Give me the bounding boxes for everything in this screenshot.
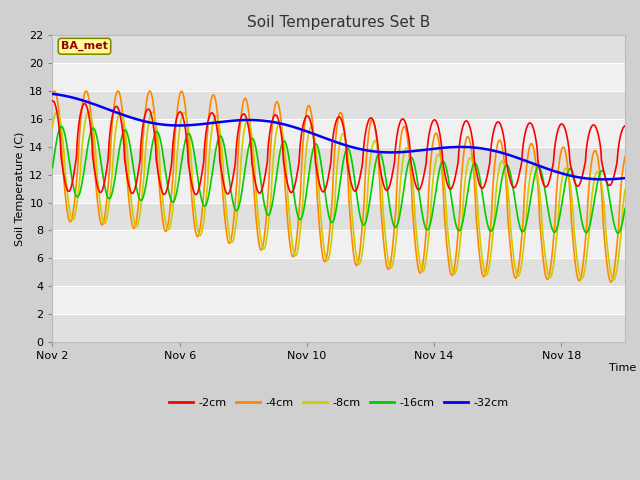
Bar [52,91,625,119]
Title: Soil Temperatures Set B: Soil Temperatures Set B [247,15,430,30]
Bar [52,203,625,230]
X-axis label: Time: Time [609,363,636,373]
Text: BA_met: BA_met [61,41,108,51]
Bar [52,36,625,63]
Legend: -2cm, -4cm, -8cm, -16cm, -32cm: -2cm, -4cm, -8cm, -16cm, -32cm [164,394,513,412]
Bar [52,314,625,342]
Bar [52,147,625,175]
Y-axis label: Soil Temperature (C): Soil Temperature (C) [15,132,25,246]
Bar [52,258,625,286]
